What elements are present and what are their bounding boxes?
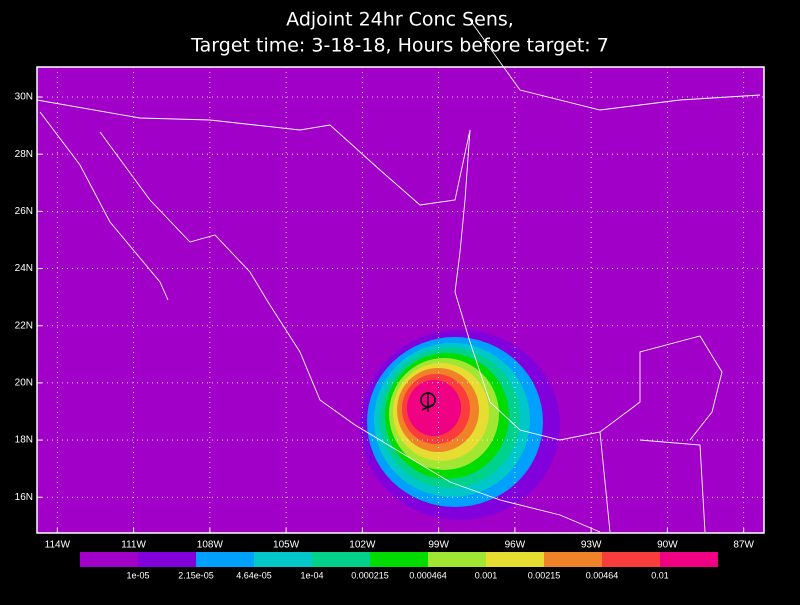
colorbar-swatch xyxy=(312,552,370,567)
coastline xyxy=(36,99,471,206)
colorbar-label: 0.00215 xyxy=(528,570,561,580)
y-tick-label: 26N xyxy=(15,206,33,217)
x-tick-label: 87W xyxy=(733,540,754,551)
x-tick-label: 93W xyxy=(581,540,602,551)
coastline xyxy=(599,431,706,533)
coastline xyxy=(454,129,723,441)
x-tick-label: 90W xyxy=(657,540,678,551)
coastline xyxy=(99,131,601,533)
colorbar-label: 0.00464 xyxy=(586,570,619,580)
colorbar-swatch xyxy=(254,552,312,567)
colorbar-label: 2.15e-05 xyxy=(178,570,214,580)
x-tick-label: 99W xyxy=(428,540,449,551)
colorbar-swatch xyxy=(544,552,602,567)
colorbar-label: 0.000215 xyxy=(351,570,389,580)
colorbar-swatch xyxy=(660,552,718,567)
y-tick-label: 20N xyxy=(15,378,33,389)
colorbar-label: 0.001 xyxy=(475,570,498,580)
colorbar-swatch xyxy=(80,552,138,567)
colorbar-label: 1e-05 xyxy=(126,570,149,580)
colorbar-swatch xyxy=(370,552,428,567)
y-tick-label: 16N xyxy=(15,492,33,503)
target-marker xyxy=(421,393,435,412)
chart-title: Adjoint 24hr Conc Sens, xyxy=(286,9,514,31)
colorbar-swatch xyxy=(486,552,544,567)
x-tick-label: 114W xyxy=(45,540,71,551)
x-tick-label: 102W xyxy=(349,540,376,551)
map-frame xyxy=(36,66,765,534)
colorbar-swatch xyxy=(138,552,196,567)
colorbar-swatch xyxy=(428,552,486,567)
x-tick-label: 96W xyxy=(505,540,526,551)
colorbar-label: 4.64e-05 xyxy=(236,570,272,580)
coastline xyxy=(39,111,169,301)
colorbar-swatch xyxy=(196,552,254,567)
x-tick-label: 105W xyxy=(273,540,300,551)
y-tick-label: 30N xyxy=(15,92,33,103)
x-tick-label: 108W xyxy=(197,540,224,551)
colorbar-label: 0.000464 xyxy=(409,570,447,580)
x-tick-label: 111W xyxy=(121,540,146,551)
y-tick-label: 22N xyxy=(15,320,33,331)
colorbar-label: 1e-04 xyxy=(300,570,323,580)
colorbar-swatch xyxy=(602,552,660,567)
y-tick-label: 28N xyxy=(15,149,33,160)
contour-region xyxy=(407,380,461,436)
colorbar-label: 0.01 xyxy=(651,570,669,580)
y-tick-label: 18N xyxy=(15,435,33,446)
y-tick-label: 24N xyxy=(15,263,33,274)
chart-subtitle: Target time: 3-18-18, Hours before targe… xyxy=(190,35,609,57)
